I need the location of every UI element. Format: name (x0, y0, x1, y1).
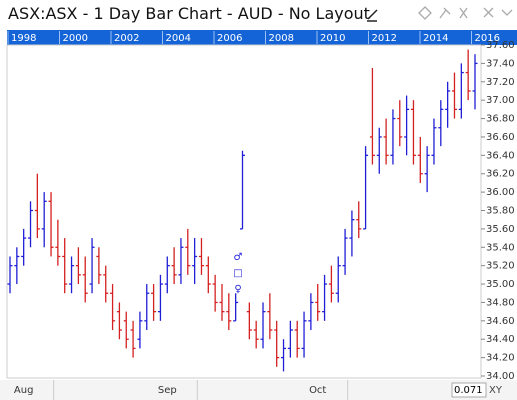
y-tick-label: 35.20 (486, 261, 515, 272)
window-title: ASX:ASX - 1 Day Bar Chart - AUD - No Lay… (8, 4, 370, 23)
title-icons (367, 6, 513, 22)
y-tick-label: 34.20 (486, 353, 515, 364)
y-tick-label: 35.80 (486, 206, 515, 217)
navigator-year: 1998 (11, 33, 36, 44)
event-marker: ♀ (234, 284, 241, 295)
navigator[interactable] (7, 30, 517, 45)
y-tick-label: 35.60 (486, 224, 515, 235)
event-marker: ♂ (234, 252, 243, 263)
x-tick-label: Sep (158, 385, 177, 396)
y-tick-label: 36.00 (486, 187, 515, 198)
y-tick-label: 34.00 (486, 371, 515, 382)
menu-icon[interactable] (501, 9, 513, 16)
close-icon[interactable] (483, 7, 494, 18)
pin-icon[interactable] (439, 7, 451, 19)
navigator-year: 2016 (475, 33, 500, 44)
navigator-year: 2008 (269, 33, 294, 44)
y-tick-label: 34.60 (486, 316, 515, 327)
edit-icon[interactable] (367, 9, 378, 22)
zoom-value[interactable]: 0.071 (454, 385, 483, 396)
y-tick-label: 36.20 (486, 169, 515, 180)
title-bar: ASX:ASX - 1 Day Bar Chart - AUD - No Lay… (0, 0, 517, 28)
x-tick-label: Oct (309, 385, 326, 396)
y-tick-label: 35.00 (486, 279, 515, 290)
y-tick-label: 36.60 (486, 132, 515, 143)
y-tick-label: 37.00 (486, 95, 515, 106)
y-tick-label: 37.20 (486, 77, 515, 88)
navigator-year: 2000 (63, 33, 88, 44)
navigator-year: 2004 (166, 33, 191, 44)
x-axis-bar (0, 380, 517, 400)
y-tick-label: 34.40 (486, 334, 515, 345)
event-marker: □ (233, 268, 242, 279)
pointer-icon[interactable] (459, 7, 468, 19)
y-tick-label: 35.40 (486, 242, 515, 253)
navigator-year: 2002 (114, 33, 139, 44)
y-tick-label: 37.60 (486, 40, 515, 51)
zoom-mode[interactable]: XY (489, 385, 503, 396)
y-tick-label: 34.80 (486, 297, 515, 308)
navigator-year: 2014 (423, 33, 448, 44)
y-tick-label: 36.80 (486, 114, 515, 125)
zoom-input[interactable] (451, 382, 487, 398)
x-tick-label: Aug (14, 385, 34, 396)
diamond-icon[interactable] (418, 6, 432, 20)
plot-area (6, 44, 482, 379)
y-tick-label: 36.40 (486, 150, 515, 161)
y-tick-label: 37.40 (486, 58, 515, 69)
navigator-year: 2012 (372, 33, 397, 44)
navigator-year: 2010 (320, 33, 345, 44)
navigator-year: 2006 (217, 33, 242, 44)
